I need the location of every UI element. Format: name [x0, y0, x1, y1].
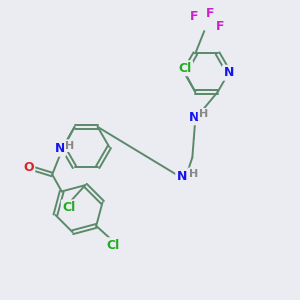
Text: N: N: [224, 66, 234, 79]
Text: H: H: [65, 141, 75, 151]
Text: Cl: Cl: [62, 201, 76, 214]
Text: H: H: [189, 169, 199, 179]
Text: F: F: [206, 7, 214, 20]
Text: Cl: Cl: [178, 62, 191, 75]
Text: N: N: [177, 170, 187, 183]
Text: Cl: Cl: [106, 239, 119, 252]
Text: F: F: [216, 20, 225, 33]
Text: N: N: [189, 111, 199, 124]
Text: F: F: [190, 10, 198, 23]
Text: O: O: [23, 161, 34, 175]
Text: N: N: [55, 142, 65, 155]
Text: H: H: [199, 109, 208, 119]
